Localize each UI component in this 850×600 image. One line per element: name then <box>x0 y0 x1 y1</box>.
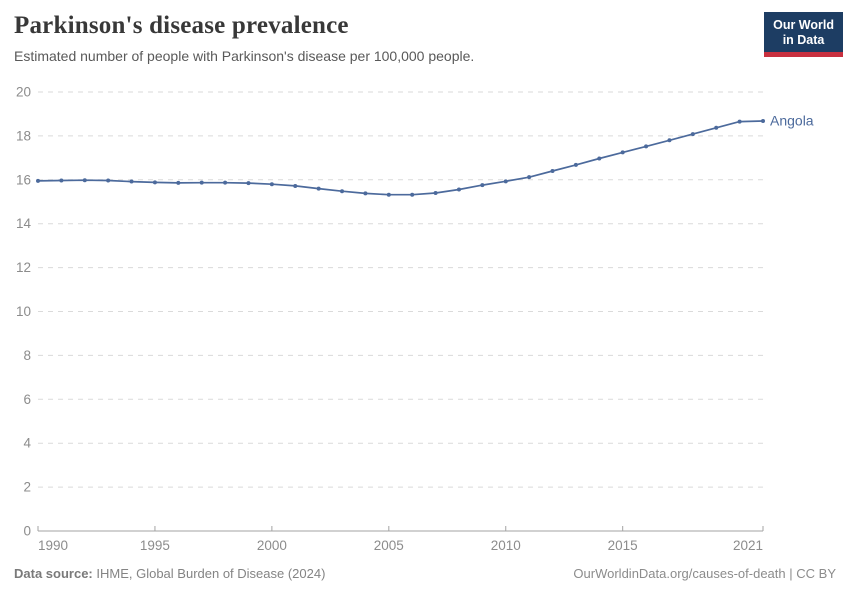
data-point-1994[interactable] <box>129 179 134 184</box>
y-tick-label-10: 10 <box>16 304 31 319</box>
chart-header: Parkinson's disease prevalence Estimated… <box>14 10 754 65</box>
data-point-2017[interactable] <box>667 138 672 143</box>
data-point-1995[interactable] <box>152 180 157 185</box>
x-tick-label-1990: 1990 <box>38 538 68 553</box>
data-point-1991[interactable] <box>59 178 64 183</box>
data-point-2013[interactable] <box>573 162 578 167</box>
x-tick-label-2005: 2005 <box>374 538 404 553</box>
data-point-2009[interactable] <box>480 183 485 188</box>
y-tick-label-2: 2 <box>23 480 31 495</box>
data-point-2001[interactable] <box>293 183 298 188</box>
y-tick-label-6: 6 <box>23 392 31 407</box>
owid-logo-line2: in Data <box>782 33 825 47</box>
y-tick-label-12: 12 <box>16 260 31 275</box>
data-point-2000[interactable] <box>269 182 274 187</box>
page-title: Parkinson's disease prevalence <box>14 12 349 39</box>
data-point-1990[interactable] <box>36 178 40 183</box>
trend-line <box>37 120 764 196</box>
data-point-2012[interactable] <box>550 169 555 174</box>
y-tick-label-20: 20 <box>16 85 31 100</box>
data-point-2014[interactable] <box>597 156 602 161</box>
data-point-2007[interactable] <box>433 190 438 195</box>
data-point-2010[interactable] <box>503 179 508 184</box>
gridlines <box>38 91 763 488</box>
data-point-1992[interactable] <box>82 178 87 183</box>
y-tick-label-16: 16 <box>16 172 31 187</box>
data-point-1993[interactable] <box>106 178 111 183</box>
data-source: Data source: IHME, Global Burden of Dise… <box>14 566 325 581</box>
data-source-text: IHME, Global Burden of Disease (2024) <box>96 566 326 581</box>
data-point-2016[interactable] <box>644 144 649 149</box>
data-point-2011[interactable] <box>527 175 532 180</box>
data-point-2019[interactable] <box>714 125 719 130</box>
data-point-2018[interactable] <box>690 132 695 137</box>
x-tick-label-2015: 2015 <box>608 538 638 553</box>
y-tick-label-4: 4 <box>23 436 31 451</box>
owid-logo-line1: Our World <box>773 18 834 32</box>
chart-subtitle: Estimated number of people with Parkinso… <box>14 48 475 65</box>
x-tick-label-1995: 1995 <box>140 538 170 553</box>
series-angola <box>36 118 765 197</box>
data-point-2002[interactable] <box>316 186 321 191</box>
y-axis-labels: 0 2 4 6 8 10 12 14 16 18 20 <box>16 85 32 539</box>
data-source-label: Data source: <box>14 566 93 581</box>
data-point-2015[interactable] <box>620 150 625 155</box>
data-point-2006[interactable] <box>410 192 415 197</box>
owid-logo[interactable]: Our World in Data <box>764 12 843 57</box>
data-point-1999[interactable] <box>246 181 251 186</box>
footer-url-link[interactable]: OurWorldinData.org/causes-of-death <box>573 566 786 581</box>
data-point-1998[interactable] <box>223 180 228 185</box>
x-axis-labels: 1990 1995 2000 2005 2010 2015 2021 <box>38 538 763 553</box>
data-point-2005[interactable] <box>386 192 391 197</box>
y-tick-label-8: 8 <box>23 348 31 363</box>
x-tick-label-2021: 2021 <box>733 538 763 553</box>
license-cc-by-link[interactable]: CC BY <box>796 566 836 581</box>
y-tick-label-18: 18 <box>16 128 31 143</box>
y-tick-label-14: 14 <box>16 216 32 231</box>
y-tick-label-0: 0 <box>23 524 31 539</box>
entity-label-angola[interactable]: Angola <box>770 112 814 128</box>
footer-links: OurWorldinData.org/causes-of-death | CC … <box>573 566 836 581</box>
data-point-2004[interactable] <box>363 191 368 196</box>
data-point-1996[interactable] <box>176 180 181 185</box>
footer-separator: | <box>789 566 793 581</box>
x-tick-label-2010: 2010 <box>491 538 521 553</box>
data-point-2008[interactable] <box>456 187 461 192</box>
x-axis <box>37 526 764 532</box>
data-point-2021[interactable] <box>761 118 765 123</box>
data-point-2020[interactable] <box>737 119 742 124</box>
data-point-1997[interactable] <box>199 180 204 185</box>
data-point-2003[interactable] <box>340 189 345 194</box>
x-tick-label-2000: 2000 <box>257 538 287 553</box>
chart-footer: Data source: IHME, Global Burden of Dise… <box>14 566 836 581</box>
